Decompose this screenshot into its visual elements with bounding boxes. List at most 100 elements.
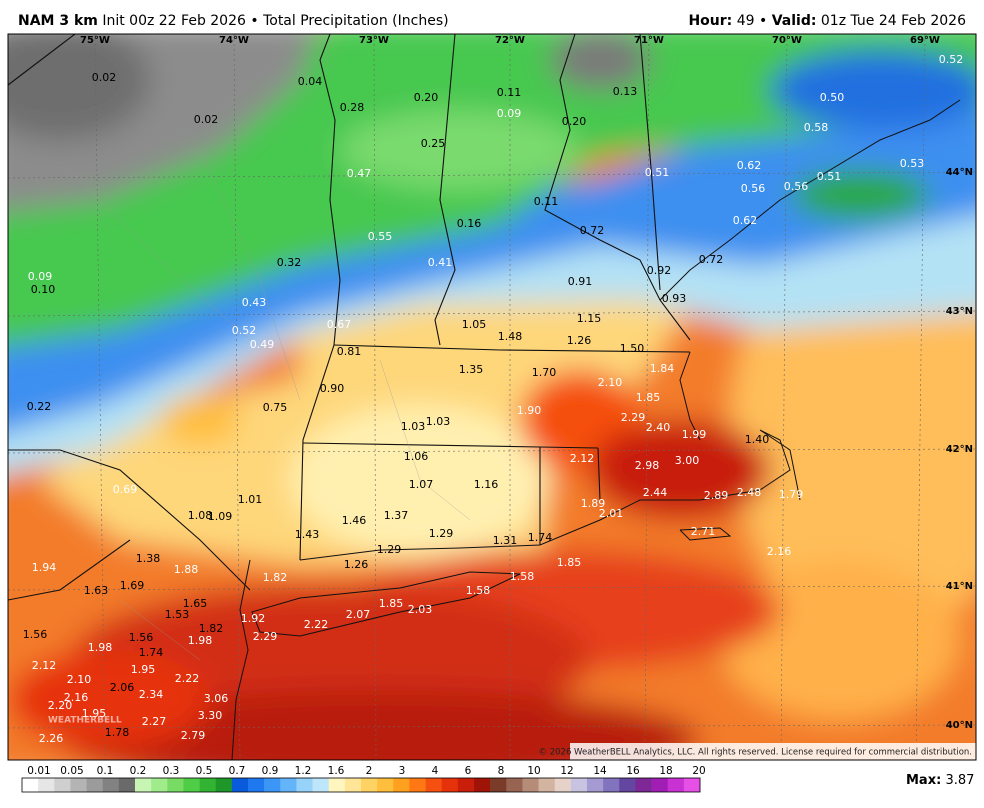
precip-value: 1.29	[429, 527, 454, 540]
valid-time: 01z Tue 24 Feb 2026	[821, 13, 966, 29]
model: NAM 3 km	[18, 13, 98, 29]
colorbar-swatch	[86, 778, 104, 792]
colorbar-swatch	[22, 778, 39, 792]
precip-value: 2.98	[635, 459, 660, 472]
colorbar-label: 18	[659, 765, 672, 777]
colorbar-label: 16	[626, 765, 640, 777]
precip-value: 0.62	[737, 159, 762, 172]
precip-value: 1.95	[82, 707, 107, 720]
header-right: Hour: 49 • Valid: 01z Tue 24 Feb 2026	[688, 13, 966, 29]
precip-value: 0.50	[820, 91, 845, 104]
colorbar-swatch	[264, 778, 281, 792]
colorbar-swatch	[296, 778, 313, 792]
precip-value: 0.11	[534, 195, 559, 208]
precip-value: 1.15	[577, 312, 602, 325]
map-frame	[7, 33, 977, 761]
precip-value: 2.07	[346, 608, 371, 621]
longitude-labels: 75°W 74°W 73°W 72°W 71°W 70°W 69°W	[80, 35, 940, 46]
precip-value: 1.92	[241, 612, 266, 625]
precip-value: 2.12	[32, 659, 57, 672]
precip-value: 1.29	[377, 543, 402, 556]
precip-value: 2.10	[67, 673, 92, 686]
precip-value: 1.56	[129, 631, 154, 644]
precip-value: 2.22	[304, 618, 329, 631]
longitude-label: 74°W	[219, 35, 249, 46]
precip-value: 2.03	[408, 603, 433, 616]
colorbar-swatch	[361, 778, 378, 792]
colorbar: 0.01 0.05 0.1 0.2 0.3 0.5 0.7 0.9 1.2 1.6 2 3 4 6 8 10 1…	[21, 765, 706, 793]
colorbar-swatch	[603, 778, 620, 792]
precip-value: 3.06	[204, 692, 229, 705]
separator: •	[250, 13, 258, 29]
graticule	[8, 34, 976, 760]
latitude-labels: 44°N 43°N 42°N 41°N 40°N	[946, 167, 973, 731]
longitude-label: 70°W	[772, 35, 802, 46]
precip-value: 2.10	[598, 376, 623, 389]
precip-value: 0.04	[298, 75, 323, 88]
precip-value: 1.35	[459, 363, 484, 376]
latitude-label: 44°N	[946, 167, 973, 178]
precip-value: 1.37	[384, 509, 409, 522]
colorbar-label: 0.1	[97, 765, 114, 777]
latitude-label: 41°N	[946, 581, 973, 592]
colorbar-swatch	[167, 778, 184, 792]
precip-value: 0.72	[699, 253, 724, 266]
precip-value: 1.56	[23, 628, 48, 641]
precip-value: 1.70	[532, 366, 557, 379]
colorbar-swatch	[280, 778, 297, 792]
colorbar-swatch	[441, 778, 459, 792]
colorbar-swatch	[635, 778, 652, 792]
precip-value: 1.98	[88, 641, 113, 654]
precip-value: 1.65	[183, 597, 208, 610]
colorbar-label: 6	[465, 765, 472, 777]
precip-value: 1.40	[745, 433, 770, 446]
map: 0.02 0.02 0.04 0.28 0.20 0.11 0.13 0.52 0.50 0.58…	[8, 34, 976, 760]
precip-value: 1.58	[466, 584, 491, 597]
precip-value: 1.58	[510, 570, 535, 583]
precip-value: 1.74	[139, 646, 164, 659]
longitude-label: 75°W	[80, 35, 110, 46]
precip-value: 1.82	[199, 622, 224, 635]
precip-value: 2.89	[704, 489, 729, 502]
precip-value: 0.55	[368, 230, 393, 243]
precip-value: 1.50	[620, 342, 645, 355]
colorbar-label: 8	[498, 765, 505, 777]
precip-value: 1.09	[208, 510, 233, 523]
max-value: 3.87	[945, 773, 974, 788]
precip-value: 0.22	[27, 400, 52, 413]
max-label: Max:	[906, 773, 941, 788]
init-time: Init 00z 22 Feb 2026	[102, 13, 246, 29]
precip-value: 0.02	[92, 71, 117, 84]
colorbar-label: 0.7	[229, 765, 246, 777]
precip-value: 0.10	[31, 283, 56, 296]
precip-value: 0.56	[784, 180, 809, 193]
precip-value: 1.79	[779, 488, 804, 501]
colorbar-swatch	[151, 778, 168, 792]
precip-value: 2.12	[570, 452, 595, 465]
precip-value: 1.07	[409, 478, 434, 491]
colorbar-swatch	[102, 778, 120, 792]
precip-value: 1.16	[474, 478, 499, 491]
borders	[8, 34, 961, 760]
precip-value: 0.25	[421, 137, 446, 150]
precip-value: 1.84	[650, 362, 675, 375]
precip-value: 1.85	[636, 391, 661, 404]
colorbar-swatch	[474, 778, 491, 792]
precip-value: 0.90	[320, 382, 345, 395]
precip-value: 2.27	[142, 715, 167, 728]
colorbar-swatch	[183, 778, 200, 792]
colorbar-label: 2	[366, 765, 373, 777]
colorbar-swatch	[570, 778, 588, 792]
precip-value: 0.16	[457, 217, 482, 230]
colorbar-label: 0.9	[262, 765, 279, 777]
precip-value: 2.20	[48, 699, 73, 712]
precip-value: 2.71	[691, 525, 716, 538]
precip-value: 1.74	[528, 531, 553, 544]
precip-value: 1.26	[567, 334, 592, 347]
precip-value: 2.29	[253, 630, 278, 643]
precip-value: 1.89	[581, 497, 606, 510]
colorbar-label: 0.2	[130, 765, 147, 777]
colorbar-swatch	[70, 778, 87, 792]
precip-value: 2.26	[39, 732, 64, 745]
